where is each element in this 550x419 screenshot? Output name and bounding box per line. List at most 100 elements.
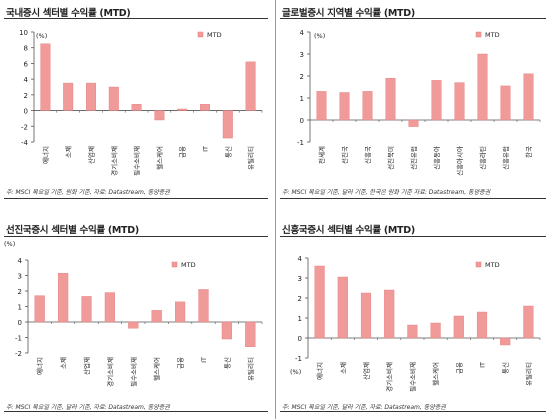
bar-4: [408, 119, 419, 127]
bar-5: [431, 80, 442, 121]
bar-6: [174, 301, 186, 323]
note-rule: [4, 411, 268, 412]
y-tick-label: 4: [24, 76, 29, 84]
y-tick-label: 6: [24, 60, 29, 68]
x-tick-label: 신흥동아: [432, 146, 441, 170]
legend-swatch: [475, 261, 482, 268]
x-tick-label: 통신: [223, 146, 232, 158]
legend-swatch: [475, 31, 482, 38]
bar-1: [339, 92, 350, 121]
bar-7: [476, 311, 488, 339]
x-tick-label: 신흥유럽: [501, 146, 510, 170]
bar-8: [221, 321, 233, 340]
bar-9: [245, 321, 256, 347]
y-tick-label: 3: [300, 51, 304, 59]
legend-swatch: [171, 261, 178, 268]
bar-6: [454, 82, 465, 121]
x-tick-label: 금융: [455, 362, 463, 374]
x-tick-label: 경기소비재: [385, 362, 394, 392]
x-tick-label: 경기소비재: [109, 146, 118, 176]
y-tick-label: -1: [297, 139, 304, 147]
legend-label: MTD: [485, 31, 500, 39]
x-tick-label: 산업재: [87, 146, 96, 164]
x-tick-label: IT: [479, 362, 487, 368]
source-note: 주: MSCI 목요일 기준, 원화 기준, 자료: Datastream, 동…: [6, 189, 170, 196]
x-tick-label: 에너지: [35, 357, 44, 375]
bar-0: [316, 91, 327, 121]
x-tick-label: IT: [202, 146, 210, 152]
bar-7: [477, 53, 488, 121]
chart-title: 선진국증시 섹터별 수익률 (MTD): [6, 225, 139, 236]
y-tick-label: 0: [300, 117, 304, 125]
x-tick-label: 신흥국: [363, 146, 372, 164]
y-tick-label: 0: [18, 319, 22, 327]
y-tick-label: 4: [298, 255, 303, 263]
x-tick-label: 에너지: [315, 362, 324, 380]
bar-3: [104, 292, 116, 323]
y-tick-label: 10: [19, 29, 28, 37]
bar-5: [430, 322, 441, 339]
chart-panel-domestic: 국내증시 섹터별 수익률 (MTD) -4 -2 0 2 4 6 8 10 (%) MTD 에너지 소…: [0, 0, 272, 209]
y-tick-label: 8: [24, 45, 28, 53]
bar-5: [151, 310, 162, 323]
y-tick-label: -2: [15, 350, 22, 358]
note-rule: [4, 198, 268, 199]
x-tick-label: 필수소비재: [408, 362, 417, 392]
y-tick-label: 1: [18, 304, 22, 312]
bar-1: [337, 276, 348, 339]
bar-7: [198, 289, 209, 323]
bar-9: [523, 305, 534, 339]
bar-4: [131, 104, 142, 111]
bar-2: [86, 82, 96, 111]
x-tick-label: 유틸리티: [246, 146, 255, 170]
chart-svg-global: -1 0 1 2 3 4 (%) MTD 전세계 선진국 신흥국 선진북미 선진유럽 신흥동아 신흥아시아 신…: [297, 29, 541, 176]
y-tick-label: 2: [18, 288, 22, 296]
title-rule: [4, 18, 268, 19]
legend-label: MTD: [485, 261, 500, 269]
chart-title: 국내증시 섹터별 수익률 (MTD): [6, 8, 131, 19]
y-tick-label: 1: [298, 315, 302, 323]
x-tick-label: 유틸리티: [524, 362, 533, 386]
bar-4: [128, 321, 139, 329]
bar-1: [57, 272, 69, 323]
bar-8: [500, 337, 511, 346]
bar-6: [177, 108, 188, 111]
note-rule: [280, 411, 546, 412]
bar-9: [523, 73, 534, 121]
title-rule: [280, 18, 546, 19]
x-tick-label: 소재: [60, 357, 68, 369]
bar-5: [154, 110, 165, 121]
bar-2: [362, 91, 373, 121]
bar-7: [200, 104, 210, 111]
y-tick-label: 4: [18, 257, 23, 265]
x-tick-label: 전세계: [317, 146, 326, 164]
vertical-divider: [275, 0, 276, 419]
x-tick-label: 통신: [222, 357, 231, 369]
x-tick-label: 한국: [525, 146, 533, 158]
legend-swatch: [197, 31, 204, 38]
unit-label: (%): [290, 368, 301, 376]
x-tick-label: 헬스케어: [152, 357, 161, 381]
source-note: 주: MSCI 목요일 기준, 달러 기준, 한국은 원화 기준 자료: Dat…: [282, 189, 491, 196]
x-tick-label: IT: [200, 357, 208, 363]
bar-0: [314, 265, 325, 339]
x-tick-label: 소재: [65, 146, 73, 158]
y-tick-label: -1: [295, 355, 302, 363]
x-tick-label: 신흥아시아: [455, 146, 464, 176]
y-tick-label: -4: [21, 139, 29, 147]
x-tick-label: 통신: [501, 362, 510, 374]
bar-2: [81, 296, 92, 323]
chart-panel-developed: 선진국증시 섹터별 수익률 (MTD) -2 -1 0 1 2 3 4 (%) MTD 에너지 소재…: [0, 212, 272, 419]
bar-3: [384, 289, 395, 339]
y-tick-label: 2: [24, 92, 28, 100]
y-tick-label: 2: [298, 295, 302, 303]
bar-8: [500, 85, 511, 121]
y-tick-label: 2: [300, 73, 304, 81]
x-tick-label: 필수소비재: [129, 357, 138, 387]
chart-svg-domestic: -4 -2 0 2 4 6 8 10 (%) MTD 에너지 소재 산업재 경기소비재 필수소비재 헬스케어 금…: [19, 29, 263, 176]
chart-panel-emerging: 신흥국증시 섹터별 수익률 (MTD) -1 0 1 2 3 4 (%) MTD 에너지 소재 산업…: [278, 212, 550, 419]
y-tick-label: 4: [300, 29, 305, 37]
y-tick-label: 3: [298, 275, 302, 283]
legend-label: MTD: [207, 31, 222, 39]
bar-8: [222, 110, 233, 139]
